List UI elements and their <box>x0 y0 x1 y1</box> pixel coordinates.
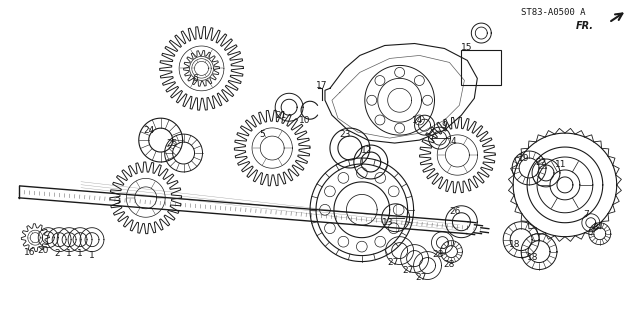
Text: 27: 27 <box>402 266 413 275</box>
Text: 27: 27 <box>387 258 398 267</box>
Text: 1: 1 <box>66 249 72 258</box>
Text: 9: 9 <box>441 121 447 130</box>
Text: 20: 20 <box>38 246 49 255</box>
Text: 26: 26 <box>450 207 461 216</box>
Text: 23: 23 <box>339 130 350 139</box>
Text: FR.: FR. <box>576 20 594 31</box>
Text: 25: 25 <box>166 139 177 148</box>
Text: 11: 11 <box>555 160 567 170</box>
Text: 6: 6 <box>192 74 198 83</box>
Text: 14: 14 <box>412 116 423 125</box>
Text: 18: 18 <box>527 253 539 262</box>
Text: 13: 13 <box>382 218 394 227</box>
Text: 28: 28 <box>433 250 444 259</box>
Text: 17: 17 <box>316 81 327 90</box>
Bar <box>461 51 501 85</box>
Text: 22: 22 <box>536 158 547 167</box>
Text: ST83-A0500 A: ST83-A0500 A <box>521 8 585 17</box>
Text: 12: 12 <box>361 146 373 155</box>
Text: 1: 1 <box>77 249 83 258</box>
Text: 18: 18 <box>510 240 521 249</box>
Text: 15: 15 <box>461 43 472 52</box>
Text: 1: 1 <box>89 251 95 260</box>
Text: 24: 24 <box>143 126 154 135</box>
Text: 2: 2 <box>54 249 60 258</box>
Text: 8: 8 <box>592 223 598 232</box>
Text: 27: 27 <box>415 273 426 282</box>
Text: 10: 10 <box>299 116 311 125</box>
Text: 7: 7 <box>583 210 589 219</box>
Text: 5: 5 <box>259 130 265 139</box>
Text: 19: 19 <box>519 154 530 163</box>
Text: 16: 16 <box>24 248 35 257</box>
Text: 4: 4 <box>450 137 456 146</box>
Text: 21: 21 <box>275 111 287 120</box>
Text: 28: 28 <box>444 260 455 269</box>
Text: 3: 3 <box>114 197 120 206</box>
